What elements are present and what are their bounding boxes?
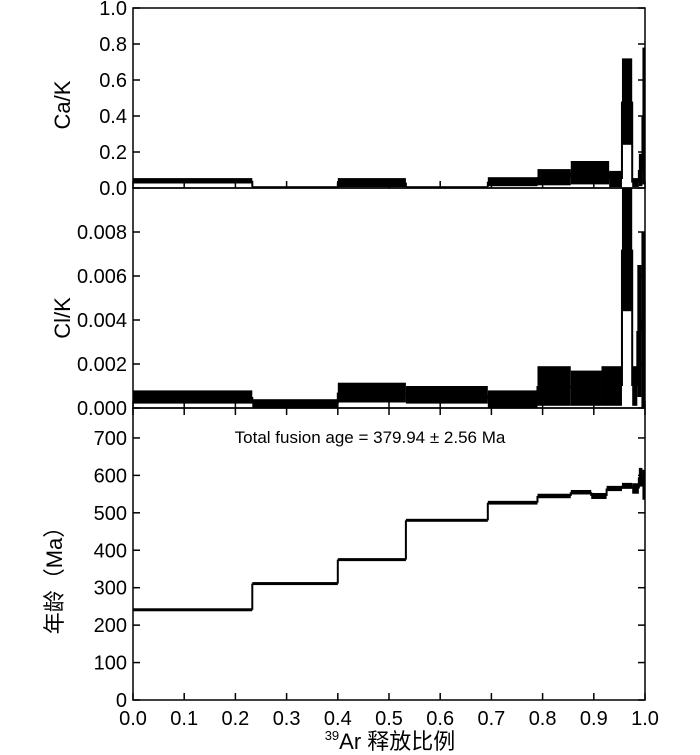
bottom-step-7 <box>570 489 592 495</box>
bottom-step-12 <box>638 467 643 487</box>
x-tick-label: 0.6 <box>426 708 454 730</box>
x-tick-label: 0.2 <box>221 708 249 730</box>
bottom-step-3 <box>337 558 406 562</box>
top-y-tick-label: 0.8 <box>99 34 127 56</box>
x-tick-label: 0.0 <box>119 708 147 730</box>
middle-step-7 <box>570 370 602 406</box>
middle-step-8 <box>601 366 622 406</box>
middle-step-1 <box>133 390 253 404</box>
x-tick-label: 0.3 <box>273 708 301 730</box>
x-tick-label: 0.5 <box>375 708 403 730</box>
age-panel: 0 100 200 300 400 500 600 700 年龄（Ma） 0.0 0.1 0.2 0.3… <box>42 407 659 730</box>
bottom-plot-frame <box>132 407 646 701</box>
middle-step-5 <box>487 390 538 408</box>
top-step-3 <box>337 178 406 188</box>
top-step-9 <box>621 58 633 145</box>
top-plot-frame <box>132 7 646 189</box>
middle-step-10 <box>632 366 638 406</box>
annotation-total-fusion-age: Total fusion age = 379.94 ± 2.56 Ma <box>235 428 506 447</box>
x-tick-label: 0.1 <box>170 708 198 730</box>
top-step-11 <box>638 153 643 187</box>
middle-y-tick-label: 0.000 <box>77 398 127 420</box>
bottom-y-tick-label: 700 <box>94 428 127 450</box>
x-tick-label: 0.7 <box>477 708 505 730</box>
middle-step-6 <box>537 366 571 406</box>
bottom-step-10 <box>621 482 633 489</box>
x-axis-title-main: Ar 释放比例 <box>339 729 455 754</box>
middle-y-tick-label: 0.004 <box>77 310 127 332</box>
bottom-y-tick-label: 400 <box>94 540 127 562</box>
bottom-step-2 <box>252 582 338 586</box>
middle-step-2 <box>252 399 338 408</box>
x-axis-title-superscript: 39 <box>325 728 339 743</box>
bottom-step-4 <box>405 518 488 522</box>
middle-y-tick-label: 0.006 <box>77 266 127 288</box>
middle-y-tick-label: 0.008 <box>77 222 127 244</box>
x-axis-title: 39Ar 释放比例 <box>325 728 456 754</box>
top-y-tick-label: 0.2 <box>99 142 127 164</box>
bottom-y-tick-label: 500 <box>94 503 127 525</box>
middle-step-3 <box>337 382 406 403</box>
top-step-10 <box>632 178 639 188</box>
top-step-6 <box>537 169 571 186</box>
bottom-y-tick-label: 600 <box>94 465 127 487</box>
top-y-tick-label: 0.6 <box>99 70 127 92</box>
x-tick-label: 0.8 <box>529 708 557 730</box>
top-step-1 <box>133 178 253 184</box>
middle-step-9 <box>621 188 633 312</box>
bottom-step-13 <box>642 469 645 500</box>
bottom-step-11 <box>632 483 639 494</box>
bottom-step-5 <box>487 500 538 505</box>
ca-k-panel: 0.0 0.2 0.4 0.6 0.8 1.0 Ca/K <box>50 0 646 200</box>
middle-step-11 <box>637 265 642 397</box>
cl-k-panel: 0.000 0.002 0.004 0.006 0.008 Cl/K <box>50 187 646 420</box>
bottom-y-tick-label: 200 <box>94 615 127 637</box>
x-tick-label: 1.0 <box>631 708 659 730</box>
bottom-y-axis-title: 年龄（Ma） <box>42 516 67 635</box>
middle-y-tick-label: 0.002 <box>77 354 127 376</box>
x-tick-label: 0.4 <box>324 708 352 730</box>
bottom-y-tick-label: 0 <box>116 690 127 712</box>
top-y-axis-title: Ca/K <box>50 80 75 129</box>
top-step-8 <box>609 170 622 188</box>
bottom-y-tick-label: 300 <box>94 578 127 600</box>
middle-step-4 <box>405 386 488 404</box>
top-step-5 <box>487 177 538 187</box>
bottom-step-1 <box>133 608 253 612</box>
top-y-tick-label: 0.4 <box>99 106 127 128</box>
middle-y-axis-title: Cl/K <box>50 297 75 339</box>
top-y-tick-label: 0.0 <box>99 178 127 200</box>
top-step-7 <box>570 161 610 185</box>
top-y-tick-label: 1.0 <box>99 0 127 20</box>
top-step-4 <box>405 186 488 189</box>
top-step-2 <box>252 186 338 189</box>
x-tick-label: 0.9 <box>580 708 608 730</box>
bottom-step-8 <box>591 492 607 499</box>
bottom-y-tick-label: 100 <box>94 653 127 675</box>
bottom-step-9 <box>606 485 622 492</box>
bottom-step-6 <box>537 493 571 499</box>
